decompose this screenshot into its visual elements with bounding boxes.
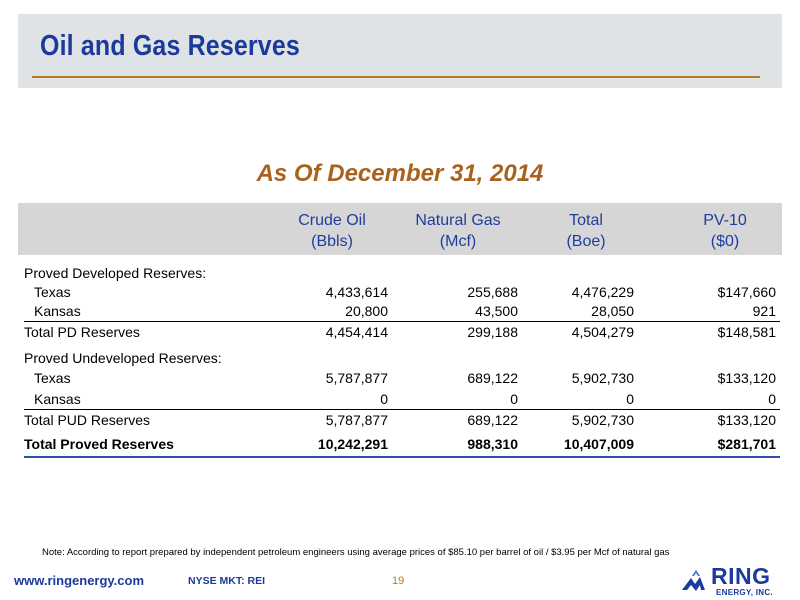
row-label: Total Proved Reserves bbox=[24, 436, 174, 452]
cell-natural-gas: 0 bbox=[510, 391, 518, 407]
cell-natural-gas: 689,122 bbox=[467, 412, 518, 428]
column-header-natural-gas: Natural Gas (Mcf) bbox=[398, 210, 518, 252]
row-label: Texas bbox=[34, 370, 71, 386]
cell-natural-gas: 988,310 bbox=[467, 436, 518, 452]
title-divider bbox=[32, 76, 760, 78]
column-header-pv10: PV-10 ($0) bbox=[665, 210, 785, 252]
column-header-total: Total (Boe) bbox=[526, 210, 646, 252]
row-label: Texas bbox=[34, 284, 71, 300]
cell-pv10: $147,660 bbox=[717, 284, 776, 300]
cell-crude-oil: 5,787,877 bbox=[325, 412, 388, 428]
cell-total: 5,902,730 bbox=[571, 370, 634, 386]
column-header-line1: Crude Oil bbox=[298, 212, 366, 229]
cell-total: 28,050 bbox=[591, 303, 634, 319]
table-row-total-pud: Total PUD Reserves 5,787,877 689,122 5,9… bbox=[24, 410, 776, 430]
row-divider bbox=[24, 409, 780, 410]
ring-energy-logo-icon bbox=[682, 570, 705, 591]
cell-pv10: 0 bbox=[768, 391, 776, 407]
table-row: Texas 5,787,877 689,122 5,902,730 $133,1… bbox=[24, 368, 776, 388]
cell-total: 4,476,229 bbox=[571, 284, 634, 300]
row-label: Total PUD Reserves bbox=[24, 412, 151, 428]
table-row-total-pd: Total PD Reserves 4,454,414 299,188 4,50… bbox=[24, 322, 776, 342]
column-header-line1: Natural Gas bbox=[415, 212, 501, 229]
cell-crude-oil: 10,242,291 bbox=[317, 436, 388, 452]
cell-total: 10,407,009 bbox=[563, 436, 634, 452]
cell-pv10: $281,701 bbox=[717, 436, 776, 452]
table-row-section-pud: Proved Undeveloped Reserves: bbox=[24, 348, 776, 368]
row-label: Proved Undeveloped Reserves: bbox=[24, 350, 222, 366]
header-band bbox=[18, 14, 782, 88]
cell-pv10: $148,581 bbox=[717, 324, 776, 340]
cell-total: 5,902,730 bbox=[571, 412, 634, 428]
table-row: Kansas 0 0 0 0 bbox=[24, 389, 776, 409]
table-bottom-rule bbox=[24, 456, 780, 458]
row-label: Proved Developed Reserves: bbox=[24, 265, 207, 281]
column-header-line2: (Boe) bbox=[566, 233, 606, 250]
cell-natural-gas: 299,188 bbox=[467, 324, 518, 340]
cell-natural-gas: 255,688 bbox=[467, 284, 518, 300]
cell-crude-oil: 20,800 bbox=[345, 303, 388, 319]
row-label: Total PD Reserves bbox=[24, 324, 140, 340]
row-divider bbox=[24, 321, 780, 322]
footer-ticker: NYSE MKT: REI bbox=[188, 575, 266, 587]
slide-title: Oil and Gas Reserves bbox=[40, 30, 300, 62]
cell-pv10: $133,120 bbox=[717, 412, 776, 428]
row-label: Kansas bbox=[34, 391, 81, 407]
footnote: Note: According to report prepared by in… bbox=[42, 547, 670, 558]
column-header-crude-oil: Crude Oil (Bbls) bbox=[272, 210, 392, 252]
page-number: 19 bbox=[392, 575, 405, 587]
cell-total: 0 bbox=[626, 391, 634, 407]
table-row-section-pd: Proved Developed Reserves: bbox=[24, 263, 776, 283]
logo-subtext: ENERGY, INC. bbox=[716, 588, 773, 597]
cell-natural-gas: 689,122 bbox=[467, 370, 518, 386]
logo-wordmark: RING bbox=[711, 563, 771, 589]
column-header-line2: (Bbls) bbox=[311, 233, 353, 250]
cell-natural-gas: 43,500 bbox=[475, 303, 518, 319]
cell-pv10: 921 bbox=[752, 303, 776, 319]
table-row: Kansas 20,800 43,500 28,050 921 bbox=[24, 301, 776, 321]
column-header-line2: (Mcf) bbox=[439, 233, 477, 250]
table-row: Texas 4,433,614 255,688 4,476,229 $147,6… bbox=[24, 282, 776, 302]
column-header-line1: Total bbox=[569, 212, 603, 229]
column-header-line2: ($0) bbox=[710, 233, 740, 250]
cell-crude-oil: 5,787,877 bbox=[325, 370, 388, 386]
column-header-line1: PV-10 bbox=[703, 212, 747, 229]
table-row-total-proved: Total Proved Reserves 10,242,291 988,310… bbox=[24, 434, 776, 454]
cell-crude-oil: 4,433,614 bbox=[325, 284, 388, 300]
cell-total: 4,504,279 bbox=[571, 324, 634, 340]
footer-website-link[interactable]: www.ringenergy.com bbox=[14, 573, 145, 588]
column-header-band bbox=[18, 203, 782, 255]
row-label: Kansas bbox=[34, 303, 81, 319]
cell-pv10: $133,120 bbox=[717, 370, 776, 386]
table-subtitle: As Of December 31, 2014 bbox=[256, 160, 544, 187]
cell-crude-oil: 0 bbox=[380, 391, 388, 407]
cell-crude-oil: 4,454,414 bbox=[325, 324, 388, 340]
